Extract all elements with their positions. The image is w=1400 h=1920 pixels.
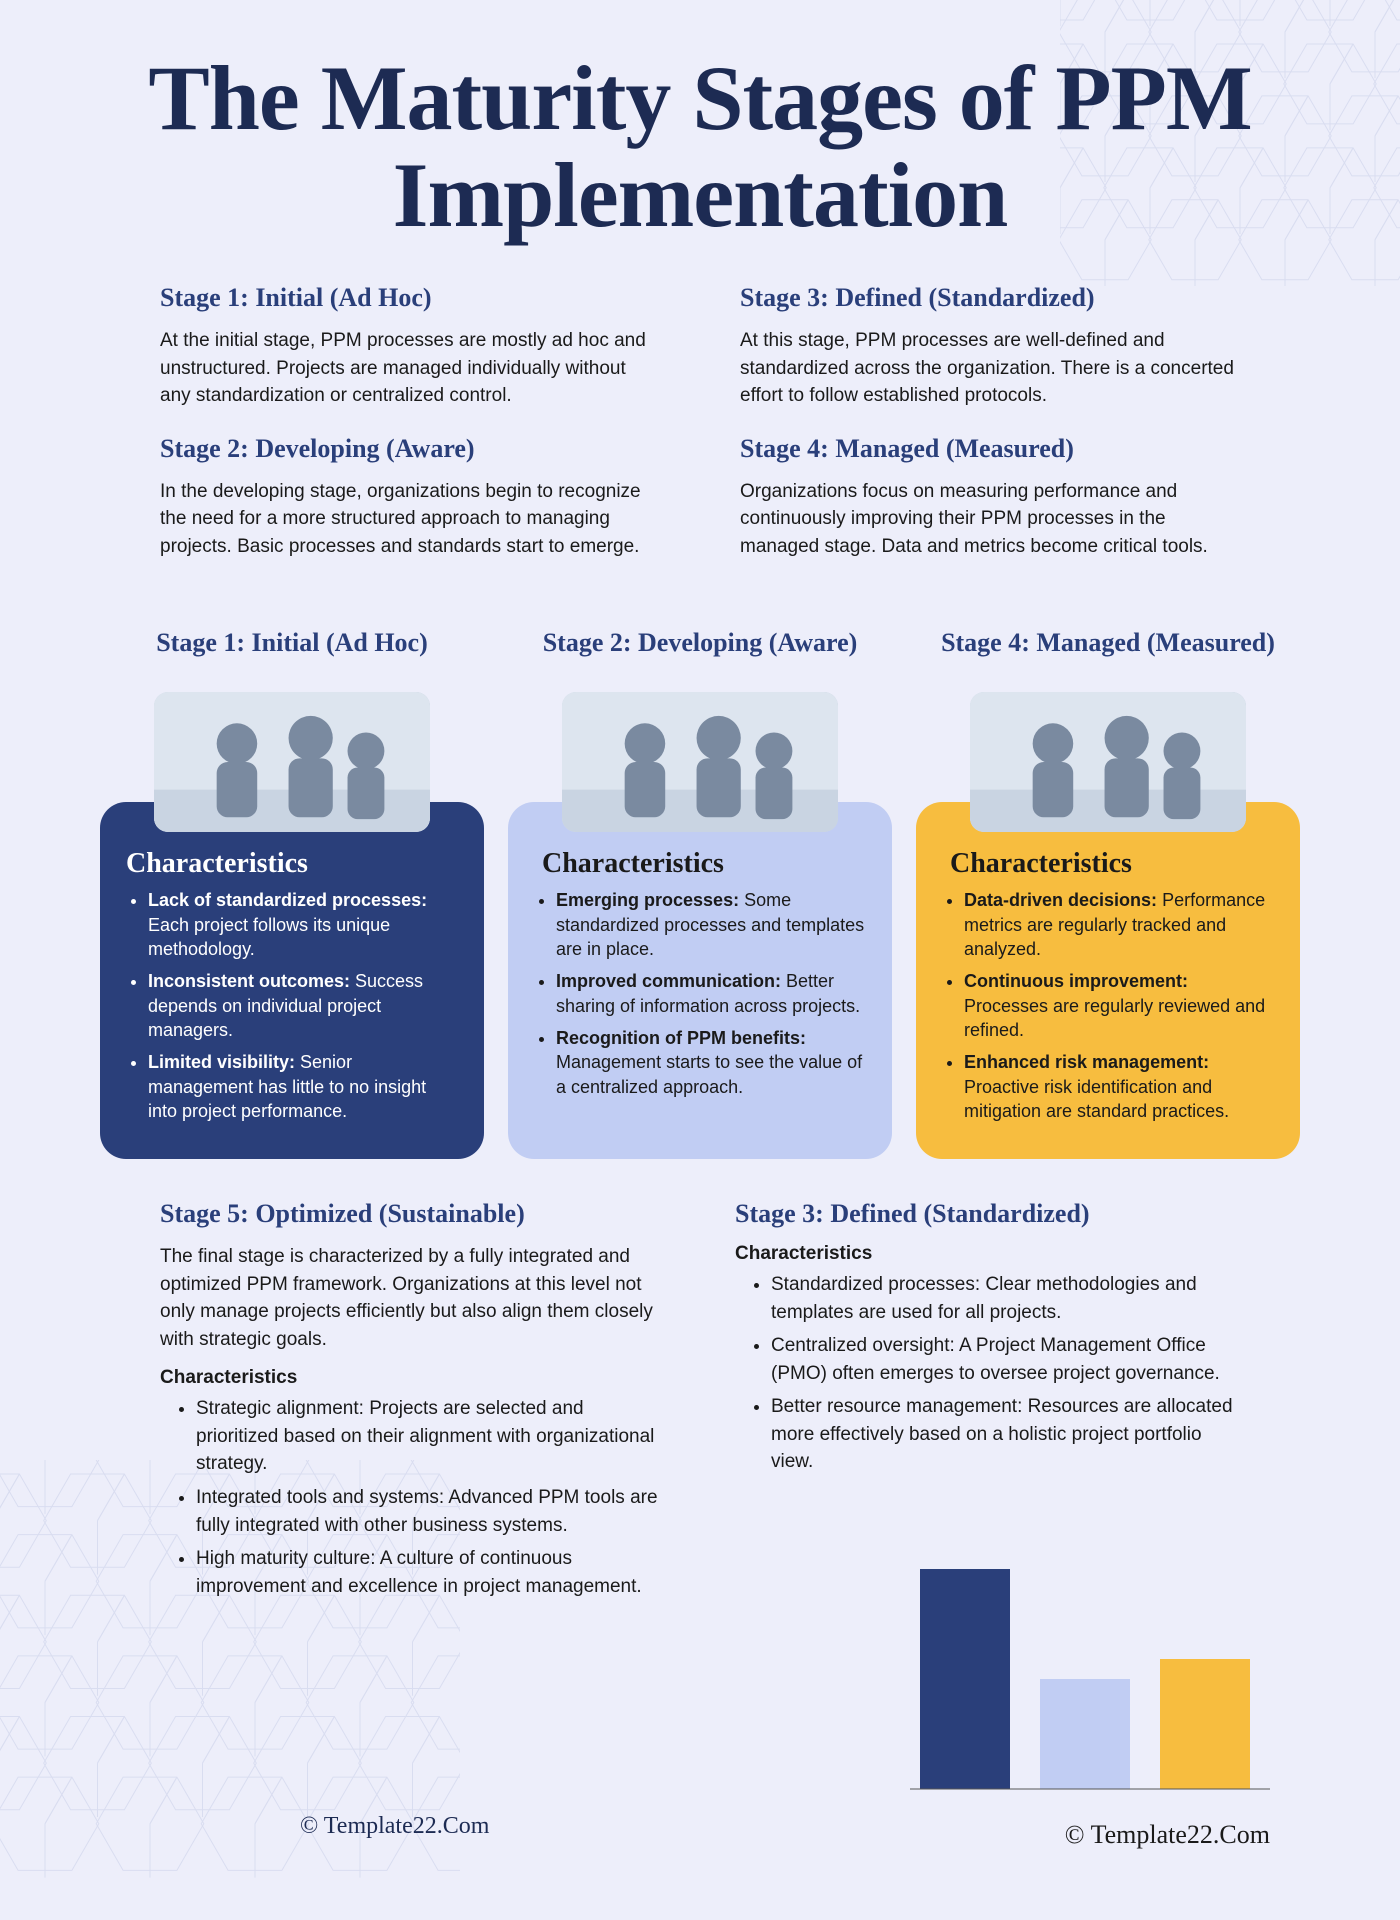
stage-card: Stage 2: Developing (Aware) Characterist… xyxy=(508,610,892,1159)
stage-card: Stage 1: Initial (Ad Hoc) Characteristic… xyxy=(100,610,484,1159)
intro-block: Stage 4: Managed (Measured) Organization… xyxy=(740,434,1240,561)
stage3-heading: Stage 3: Defined (Standardized) xyxy=(735,1199,1240,1229)
card-list-item: Lack of standardized processes: Each pro… xyxy=(148,888,458,961)
intro-block: Stage 3: Defined (Standardized) At this … xyxy=(740,283,1240,410)
card-char-label: Characteristics xyxy=(126,848,458,880)
stage5-char-label: Characteristics xyxy=(160,1367,665,1389)
card-char-label: Characteristics xyxy=(534,848,866,880)
list-item: Strategic alignment: Projects are select… xyxy=(196,1395,665,1478)
list-item: Better resource management: Resources ar… xyxy=(771,1393,1240,1476)
card-title: Stage 1: Initial (Ad Hoc) xyxy=(100,610,484,676)
card-body: Characteristics Data-driven decisions: P… xyxy=(916,802,1300,1159)
card-list-item: Inconsistent outcomes: Success depends o… xyxy=(148,969,458,1042)
list-item: Integrated tools and systems: Advanced P… xyxy=(196,1484,665,1539)
chart-bar xyxy=(1040,1679,1130,1789)
card-body: Characteristics Emerging processes: Some… xyxy=(508,802,892,1159)
stage5-heading: Stage 5: Optimized (Sustainable) xyxy=(160,1199,665,1229)
card-list-item: Recognition of PPM benefits: Management … xyxy=(556,1026,866,1099)
mini-bar-chart xyxy=(910,1530,1270,1790)
card-list: Data-driven decisions: Performance metri… xyxy=(942,888,1274,1123)
intro-block: Stage 2: Developing (Aware) In the devel… xyxy=(160,434,660,561)
stage5-body: The final stage is characterized by a fu… xyxy=(160,1243,665,1353)
intro-heading: Stage 4: Managed (Measured) xyxy=(740,434,1240,464)
intro-body: At the initial stage, PPM processes are … xyxy=(160,327,660,410)
card-photo xyxy=(154,692,430,832)
page-title: The Maturity Stages of PPM Implementatio… xyxy=(60,50,1340,243)
card-list: Lack of standardized processes: Each pro… xyxy=(126,888,458,1123)
intro-heading: Stage 3: Defined (Standardized) xyxy=(740,283,1240,313)
card-list-item: Data-driven decisions: Performance metri… xyxy=(964,888,1274,961)
card-title: Stage 2: Developing (Aware) xyxy=(508,610,892,676)
card-list-item: Continuous improvement: Processes are re… xyxy=(964,969,1274,1042)
footer-right: © Template22.Com xyxy=(1065,1820,1270,1850)
chart-bar xyxy=(920,1569,1010,1789)
card-list-item: Limited visibility: Senior management ha… xyxy=(148,1050,458,1123)
card-list: Emerging processes: Some standardized pr… xyxy=(534,888,866,1098)
card-list-item: Emerging processes: Some standardized pr… xyxy=(556,888,866,961)
stage5-list: Strategic alignment: Projects are select… xyxy=(160,1395,665,1600)
intro-body: Organizations focus on measuring perform… xyxy=(740,478,1240,561)
card-char-label: Characteristics xyxy=(942,848,1274,880)
intro-block: Stage 1: Initial (Ad Hoc) At the initial… xyxy=(160,283,660,410)
card-title: Stage 4: Managed (Measured) xyxy=(916,610,1300,676)
card-photo xyxy=(970,692,1246,832)
cards-row: Stage 1: Initial (Ad Hoc) Characteristic… xyxy=(60,610,1340,1159)
stage-card: Stage 4: Managed (Measured) Characterist… xyxy=(916,610,1300,1159)
card-list-item: Enhanced risk management: Proactive risk… xyxy=(964,1050,1274,1123)
card-list-item: Improved communication: Better sharing o… xyxy=(556,969,866,1018)
intro-heading: Stage 2: Developing (Aware) xyxy=(160,434,660,464)
list-item: High maturity culture: A culture of cont… xyxy=(196,1545,665,1600)
stage3-list: Standardized processes: Clear methodolog… xyxy=(735,1271,1240,1476)
stage3-char-label: Characteristics xyxy=(735,1243,1240,1265)
intro-heading: Stage 1: Initial (Ad Hoc) xyxy=(160,283,660,313)
intro-grid: Stage 1: Initial (Ad Hoc) At the initial… xyxy=(60,283,1340,590)
footer-left: © Template22.Com xyxy=(300,1813,489,1840)
card-photo xyxy=(562,692,838,832)
list-item: Centralized oversight: A Project Managem… xyxy=(771,1332,1240,1387)
list-item: Standardized processes: Clear methodolog… xyxy=(771,1271,1240,1326)
intro-body: In the developing stage, organizations b… xyxy=(160,478,660,561)
stage5-block: Stage 5: Optimized (Sustainable) The fin… xyxy=(160,1199,665,1606)
chart-bar xyxy=(1160,1659,1250,1789)
card-body: Characteristics Lack of standardized pro… xyxy=(100,802,484,1159)
intro-body: At this stage, PPM processes are well-de… xyxy=(740,327,1240,410)
